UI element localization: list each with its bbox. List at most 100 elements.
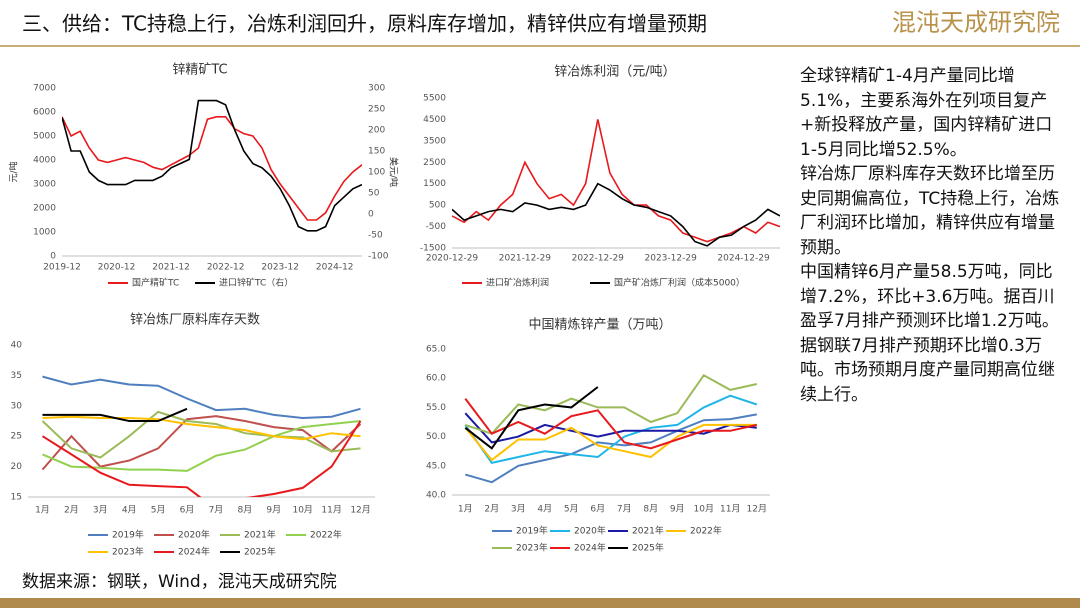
x-tick-label: 11月	[720, 504, 740, 515]
chart-title: 锌冶炼利润（元/吨）	[554, 65, 675, 80]
y-tick-label: 20	[11, 462, 23, 472]
series-line	[464, 386, 599, 450]
x-tick-label: 2021-12-29	[499, 254, 552, 264]
x-tick-label: 7月	[209, 505, 224, 516]
legend-label: 2022年	[690, 525, 722, 537]
legend-label: 2024年	[178, 546, 210, 558]
y-tick-label: 2500	[423, 158, 446, 168]
x-tick-label: 12月	[747, 504, 767, 515]
y-tick-label: -500	[426, 222, 447, 232]
series-line	[41, 415, 362, 471]
x-tick-label: 2024-12	[316, 263, 354, 273]
legend-label: 2023年	[516, 542, 548, 554]
y-tick-label: 40	[11, 341, 23, 351]
x-tick-label: 12月	[350, 505, 370, 516]
x-tick-label: 11月	[321, 505, 341, 516]
y2-axis-label: 美元/吨	[388, 157, 400, 187]
legend-label: 2020年	[574, 525, 606, 537]
x-tick-label: 10月	[694, 504, 714, 515]
x-tick-label: 9月	[266, 505, 281, 516]
x-tick-label: 2月	[64, 505, 79, 516]
x-tick-label: 2024-12-29	[717, 254, 770, 264]
series-line	[465, 413, 757, 484]
legend-label: 2024年	[574, 542, 606, 554]
series-line	[42, 375, 361, 420]
series-line	[464, 412, 757, 444]
x-tick-label: 4月	[537, 504, 552, 515]
legend-label: 2019年	[112, 529, 144, 541]
series-line	[464, 394, 758, 465]
x-tick-label: 10月	[292, 505, 312, 516]
legend-label: 2025年	[244, 546, 276, 558]
x-tick-label: 1月	[458, 504, 473, 515]
y-tick-label: 50	[368, 189, 380, 199]
y-tick-label: 5000	[33, 132, 56, 142]
legend-label: 2020年	[178, 529, 210, 541]
y-tick-label: 4000	[33, 156, 56, 166]
y-tick-label: -1500	[420, 244, 446, 254]
x-tick-label: 2020-12-29	[426, 254, 479, 264]
x-tick-label: 6月	[590, 504, 605, 515]
y-tick-label: 3500	[423, 136, 446, 146]
y-tick-label: 6000	[33, 108, 56, 118]
y-tick-label: 45.0	[426, 461, 446, 471]
legend-label: 2025年	[632, 542, 664, 554]
x-tick-label: 5月	[151, 505, 166, 516]
legend-label: 2022年	[310, 529, 342, 541]
legend-label: 2021年	[244, 529, 276, 541]
legend-label: 进口矿冶炼利润	[486, 277, 549, 289]
y-tick-label: 300	[368, 84, 385, 94]
note: 全球锌精矿1-4月产量同比增5.1%，主要系海外在列项目复产+新投释放产量，国内…	[800, 66, 1053, 160]
legend-label: 2019年	[516, 525, 548, 537]
y-tick-label: 500	[429, 201, 446, 211]
x-tick-label: 5月	[564, 504, 579, 515]
y-tick-label: 30	[11, 401, 23, 411]
y-tick-label: 40.0	[426, 491, 446, 501]
y-axis-label: 元/吨	[8, 161, 20, 182]
series-line	[452, 119, 780, 243]
legend-label: 进口锌矿TC（右）	[219, 277, 293, 289]
y-tick-label: 1000	[33, 228, 56, 238]
footer-bar	[0, 598, 1080, 608]
y-tick-label: 15	[11, 493, 22, 503]
x-tick-label: 2019-12	[43, 263, 81, 273]
chart-title: 中国精炼锌产量（万吨）	[528, 318, 671, 333]
y-tick-label: 65.0	[426, 345, 446, 355]
x-tick-label: 6月	[180, 505, 195, 516]
y-tick-label: -100	[368, 252, 389, 262]
x-tick-label: 2020-12	[98, 263, 136, 273]
y-tick-label: 0	[368, 210, 374, 220]
note: 中国精锌6月产量58.5万吨，同比增7.2%，环比+3.6万吨。据百川盈孚7月排…	[800, 262, 1059, 405]
x-tick-label: 2023-12-29	[645, 254, 698, 264]
series-line	[42, 415, 361, 441]
y-tick-label: 3000	[33, 180, 56, 190]
y-tick-label: 35	[11, 371, 22, 381]
y-tick-label: 2000	[33, 204, 56, 214]
series-line	[42, 407, 188, 422]
y-tick-label: 250	[368, 105, 385, 115]
series-line	[464, 423, 757, 462]
x-tick-label: 7月	[617, 504, 632, 515]
x-tick-label: 2022-12-29	[572, 254, 625, 264]
legend-label: 国产精矿TC	[132, 277, 179, 289]
chart-title: 锌冶炼厂原料库存天数	[130, 312, 260, 328]
chart-title: 锌精矿TC	[172, 63, 227, 78]
series-line	[62, 116, 362, 221]
y-tick-label: 0	[50, 252, 56, 262]
y-tick-label: 55.0	[426, 403, 446, 413]
y-tick-label: 7000	[33, 84, 56, 94]
y-tick-label: 4500	[423, 115, 446, 125]
x-tick-label: 3月	[511, 504, 526, 515]
series-line	[464, 373, 758, 435]
x-tick-label: 4月	[122, 505, 137, 516]
series-line	[42, 420, 361, 472]
y-tick-label: -50	[368, 231, 383, 241]
series-line	[62, 99, 362, 232]
y-tick-label: 5500	[423, 94, 446, 104]
series-line	[452, 182, 780, 247]
y-tick-label: 60.0	[426, 374, 446, 384]
x-tick-label: 1月	[35, 505, 50, 516]
x-tick-label: 2023-12	[261, 263, 299, 273]
x-tick-label: 3月	[93, 505, 108, 516]
